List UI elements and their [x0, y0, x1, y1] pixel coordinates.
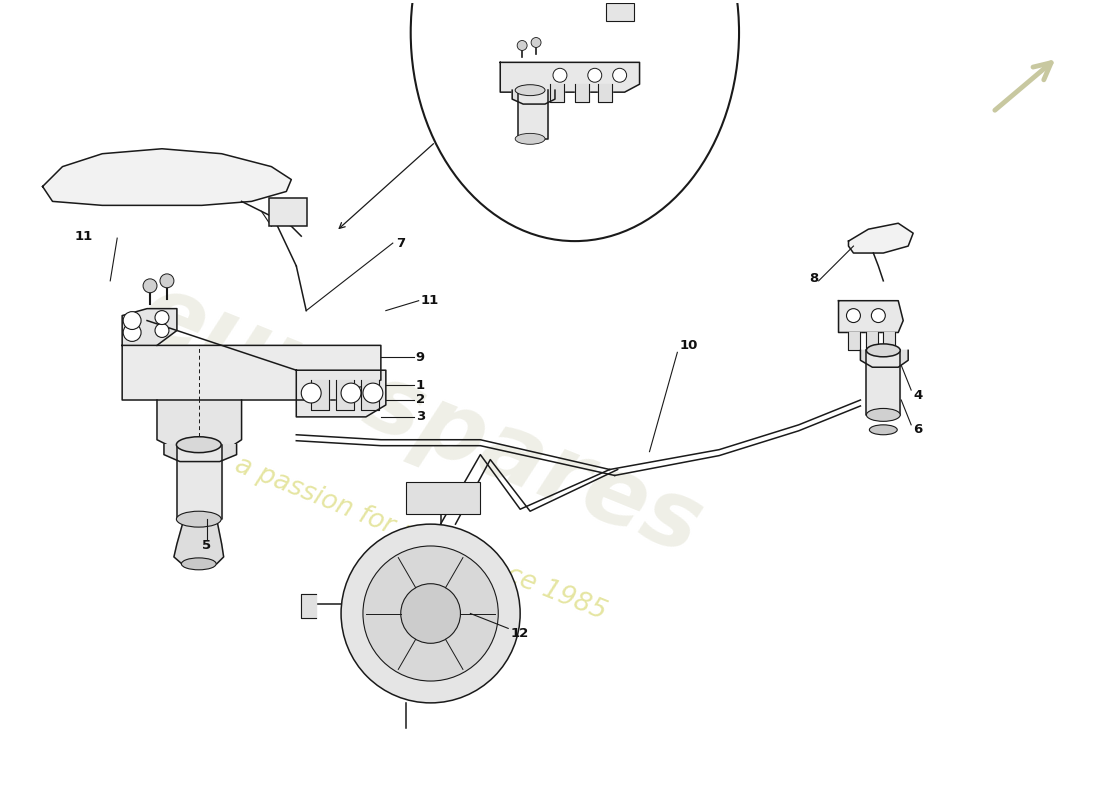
Circle shape — [363, 546, 498, 681]
Text: 2: 2 — [416, 394, 425, 406]
Circle shape — [341, 524, 520, 703]
FancyBboxPatch shape — [606, 2, 634, 21]
Circle shape — [160, 274, 174, 288]
Polygon shape — [838, 301, 903, 333]
Text: 12: 12 — [510, 627, 528, 640]
Ellipse shape — [176, 437, 221, 453]
Polygon shape — [860, 350, 909, 367]
Text: 4: 4 — [913, 389, 923, 402]
Circle shape — [155, 310, 169, 325]
FancyBboxPatch shape — [270, 198, 307, 226]
Polygon shape — [550, 84, 564, 102]
Text: 1: 1 — [416, 378, 425, 392]
Circle shape — [123, 323, 141, 342]
Polygon shape — [157, 400, 242, 450]
Polygon shape — [513, 90, 556, 104]
Circle shape — [400, 584, 461, 643]
Ellipse shape — [410, 0, 739, 241]
Polygon shape — [575, 84, 589, 102]
Polygon shape — [337, 380, 354, 410]
Text: 8: 8 — [810, 272, 818, 286]
Circle shape — [155, 323, 169, 338]
Circle shape — [847, 309, 860, 322]
Polygon shape — [883, 333, 895, 350]
Circle shape — [301, 383, 321, 403]
Ellipse shape — [182, 558, 217, 570]
Ellipse shape — [515, 134, 544, 144]
Polygon shape — [500, 62, 639, 92]
Circle shape — [363, 383, 383, 403]
Polygon shape — [301, 594, 316, 618]
Circle shape — [517, 41, 527, 50]
Circle shape — [871, 309, 886, 322]
Ellipse shape — [867, 344, 900, 357]
Polygon shape — [177, 445, 222, 519]
Text: 5: 5 — [201, 539, 211, 553]
Ellipse shape — [176, 511, 221, 527]
Polygon shape — [122, 346, 381, 400]
Text: 6: 6 — [913, 423, 923, 436]
Polygon shape — [848, 333, 860, 350]
FancyBboxPatch shape — [406, 482, 481, 514]
Text: a passion for parts since 1985: a passion for parts since 1985 — [231, 452, 611, 626]
Ellipse shape — [515, 85, 544, 96]
Polygon shape — [518, 90, 548, 139]
Circle shape — [553, 68, 566, 82]
Circle shape — [531, 38, 541, 47]
Polygon shape — [361, 380, 378, 410]
Text: 10: 10 — [680, 339, 697, 352]
Polygon shape — [164, 445, 236, 462]
Circle shape — [613, 68, 627, 82]
Text: 9: 9 — [416, 350, 425, 364]
Text: 3: 3 — [416, 410, 425, 423]
Polygon shape — [174, 519, 223, 564]
Circle shape — [123, 312, 141, 330]
Text: 7: 7 — [396, 237, 405, 250]
Circle shape — [587, 68, 602, 82]
Polygon shape — [43, 149, 292, 206]
Polygon shape — [848, 223, 913, 253]
Polygon shape — [296, 370, 386, 417]
Ellipse shape — [867, 409, 900, 422]
Polygon shape — [311, 380, 329, 410]
Polygon shape — [867, 333, 878, 350]
Text: 11: 11 — [420, 294, 439, 307]
Circle shape — [341, 383, 361, 403]
Polygon shape — [867, 350, 900, 415]
Text: 11: 11 — [75, 230, 92, 242]
Polygon shape — [597, 84, 612, 102]
Ellipse shape — [869, 425, 898, 434]
Circle shape — [143, 279, 157, 293]
Polygon shape — [122, 309, 177, 346]
Text: eurospares: eurospares — [126, 266, 715, 574]
